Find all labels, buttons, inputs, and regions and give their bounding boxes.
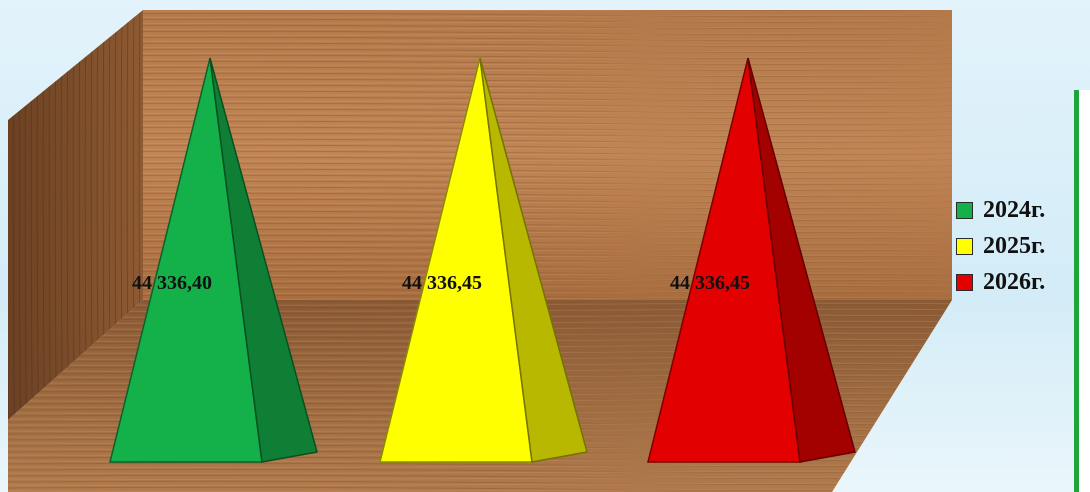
legend-swatch-2025 bbox=[956, 237, 973, 255]
legend-label-2025: 2025г. bbox=[983, 232, 1046, 259]
legend-swatch-2026 bbox=[956, 273, 973, 291]
legend-label-2026: 2026г. bbox=[983, 268, 1046, 295]
pyramid-bar-0: 44 336,40 bbox=[109, 57, 318, 463]
pyramid-side-face bbox=[479, 57, 588, 463]
side-wall bbox=[8, 10, 143, 420]
right-frame bbox=[1074, 90, 1090, 492]
legend-item-2026: 2026г. bbox=[956, 264, 1045, 300]
legend-swatch-2024 bbox=[956, 201, 973, 219]
legend-label-2024: 2024г. bbox=[983, 196, 1046, 223]
data-label-2: 44 336,45 bbox=[670, 272, 750, 294]
legend-item-2025: 2025г. bbox=[956, 228, 1045, 264]
data-label-1: 44 336,45 bbox=[402, 272, 482, 294]
pyramid-side-face bbox=[747, 57, 856, 463]
pyramid-side-face bbox=[209, 57, 318, 463]
legend: 2024г. 2025г. 2026г. bbox=[956, 192, 1045, 300]
data-label-0: 44 336,40 bbox=[132, 272, 212, 294]
pyramid-bar-1: 44 336,45 bbox=[379, 57, 588, 463]
pyramid-bar-2: 44 336,45 bbox=[647, 57, 856, 463]
legend-item-2024: 2024г. bbox=[956, 192, 1045, 228]
